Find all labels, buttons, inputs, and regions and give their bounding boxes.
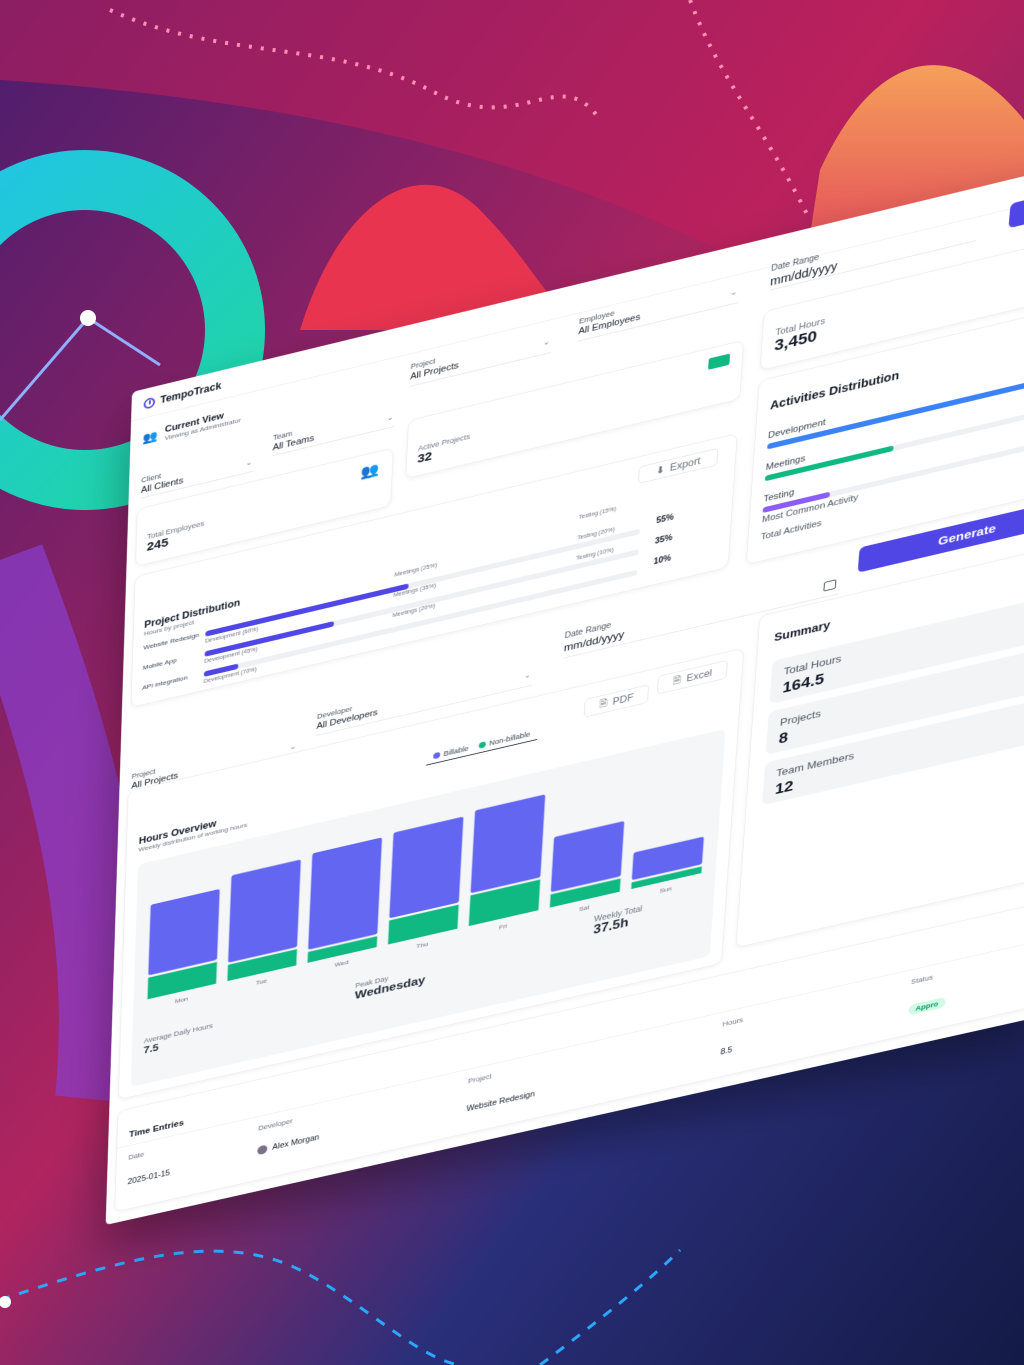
legend-billable-label: Billable [443,744,468,757]
status-badge: Appro [908,997,945,1016]
x-tick-label: Mon [175,996,188,1005]
clock-icon [144,396,156,409]
generate-button-label: Generate [938,521,997,548]
pdf-button[interactable]: 🗎 PDF [584,684,649,717]
x-tick-label: Sat [579,905,590,913]
project-segment-label: Meetings (20%) [392,603,435,618]
x-tick-label: Sun [659,886,672,895]
entry-date: 2025-01-15 [127,1169,170,1186]
team-filter[interactable]: Team All Teams ⌄ [272,404,396,456]
table-header-cell: Date [128,1150,144,1161]
table-header-cell: Developer [258,1117,293,1132]
entry-hours: 8.5 [720,1046,732,1057]
bar-billable [471,794,546,893]
entry-developer-name: Alex Morgan [272,1133,319,1151]
chevron-down-icon: ⌄ [524,671,531,681]
x-tick-label: Tue [256,978,268,987]
excel-button-label: Excel [686,667,712,684]
folder-icon [708,353,730,369]
bar-billable [308,837,382,949]
project-segment-label: Testing (15%) [578,506,616,520]
export-button[interactable]: ⬇ Export [638,448,719,484]
table-header-cell: Status [911,973,934,985]
activities-title: Activities Distribution [770,368,900,412]
chevron-down-icon: ⌄ [730,287,737,298]
export-button-label: Export [669,455,700,473]
bar-billable [148,889,220,976]
x-tick-label: Wed [335,959,349,968]
file-pdf-icon: 🗎 [599,695,608,713]
download-icon: ⬇ [655,464,665,477]
excel-button[interactable]: 🗎 Excel [657,660,728,695]
file-excel-icon: 🗎 [672,672,681,690]
legend-billable: Billable [433,744,469,760]
entry-project: Website Redesign [466,1090,535,1113]
hours-chart: Mon Tue Wed Thu Fri Sat Sun [133,729,726,1025]
time-entries-title: Time Entries [129,1118,184,1139]
chevron-down-icon: ⌄ [387,413,394,423]
project-row-name: API Integration [142,674,188,692]
table-header-cell: Hours [722,1016,743,1028]
entry-developer: Alex Morgan [257,1133,319,1156]
avg-daily-hours: Average Daily Hours 7.5 [143,1022,213,1056]
bar-billable [228,859,301,962]
table-header-cell: Project [468,1072,492,1085]
avatar [257,1144,267,1155]
chevron-down-icon: ⌄ [290,742,297,752]
users-icon: 👥 [142,428,158,445]
summary-title: Summary [774,618,831,644]
activity-track [767,371,1024,450]
legend-nonbillable-label: Non-billable [489,730,530,747]
project-row-total: 10% [653,554,671,567]
legend-nonbillable: Non-billable [479,730,531,750]
chevron-down-icon: ⌄ [543,337,550,347]
chart-legend: Billable Non-billable [426,725,538,765]
team-icon: 👥 [361,461,380,481]
x-tick-label: Thu [416,941,428,950]
x-tick-label: Fri [499,923,508,931]
pdf-button-label: PDF [612,692,634,708]
current-view: 👥 Current View Viewing as Administrator [142,407,241,447]
chevron-down-icon: ⌄ [245,458,252,468]
generate-button-top[interactable]: G [1008,182,1024,229]
project-filter[interactable]: Project All Projects ⌄ [410,329,553,387]
bar-billable [389,816,463,918]
employee-filter[interactable]: Employee All Employees ⌄ [578,279,740,342]
